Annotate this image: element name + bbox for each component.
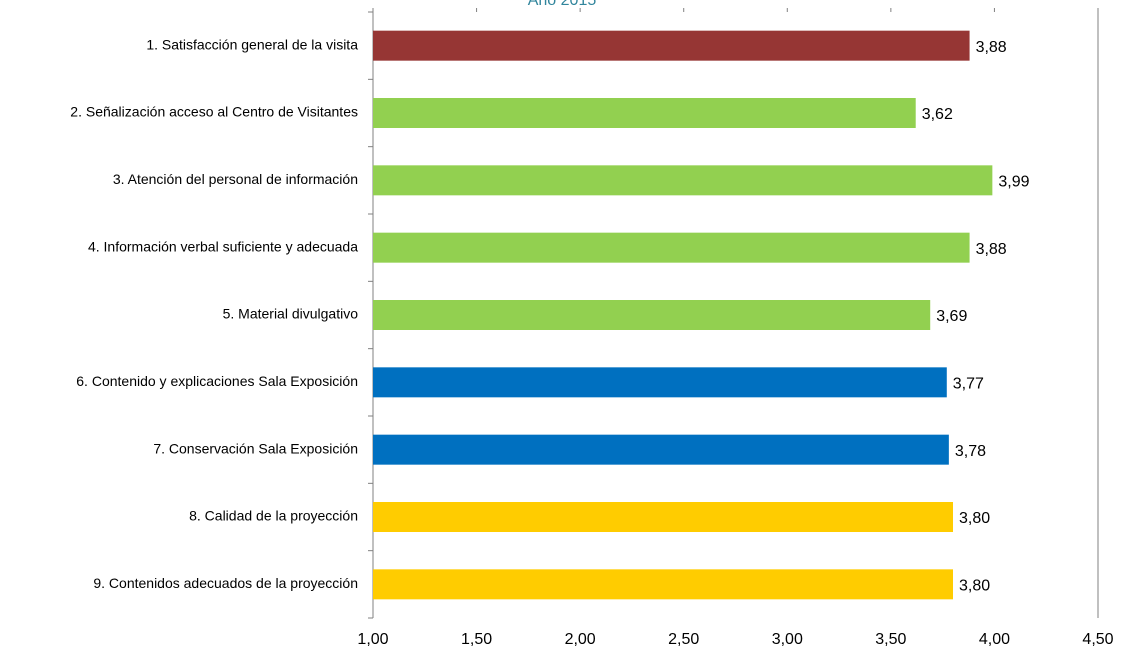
value-label: 3,99 <box>998 174 1029 191</box>
bar <box>373 367 947 398</box>
bar <box>373 30 970 61</box>
bar <box>373 165 993 196</box>
category-label: 7. Conservación Sala Exposición <box>153 440 358 456</box>
bar <box>373 232 970 263</box>
category-label: 3. Atención del personal de información <box>113 171 358 187</box>
value-label: 3,80 <box>959 510 990 527</box>
x-tick-label: 3,50 <box>875 631 906 648</box>
category-label: 9. Contenidos adecuados de la proyección <box>93 575 358 591</box>
value-label: 3,77 <box>953 376 984 393</box>
category-label: 2. Señalización acceso al Centro de Visi… <box>70 104 358 120</box>
value-label: 3,88 <box>976 39 1007 56</box>
bar <box>373 502 953 532</box>
value-label: 3,78 <box>955 443 986 460</box>
bar <box>373 569 953 600</box>
x-tick-label: 4,00 <box>979 631 1010 648</box>
category-label: 1. Satisfacción general de la visita <box>146 36 358 52</box>
x-tick-label: 1,00 <box>357 631 388 648</box>
value-label: 3,88 <box>976 241 1007 258</box>
value-label: 3,69 <box>936 308 967 325</box>
category-label: 6. Contenido y explicaciones Sala Exposi… <box>76 373 358 389</box>
chart-title: Año 2015 <box>528 0 597 9</box>
x-tick-label: 2,50 <box>668 631 699 648</box>
bar <box>373 300 931 330</box>
x-tick-label: 3,00 <box>772 631 803 648</box>
value-label: 3,80 <box>959 578 990 595</box>
x-tick-label: 2,00 <box>565 631 596 648</box>
bar <box>373 98 916 128</box>
category-label: 8. Calidad de la proyección <box>189 508 358 524</box>
category-label: 5. Material divulgativo <box>223 306 359 322</box>
x-tick-label: 4,50 <box>1082 631 1113 648</box>
value-label: 3,62 <box>922 106 953 123</box>
bar <box>373 434 949 465</box>
x-tick-label: 1,50 <box>461 631 492 648</box>
category-label: 4. Información verbal suficiente y adecu… <box>88 238 358 254</box>
